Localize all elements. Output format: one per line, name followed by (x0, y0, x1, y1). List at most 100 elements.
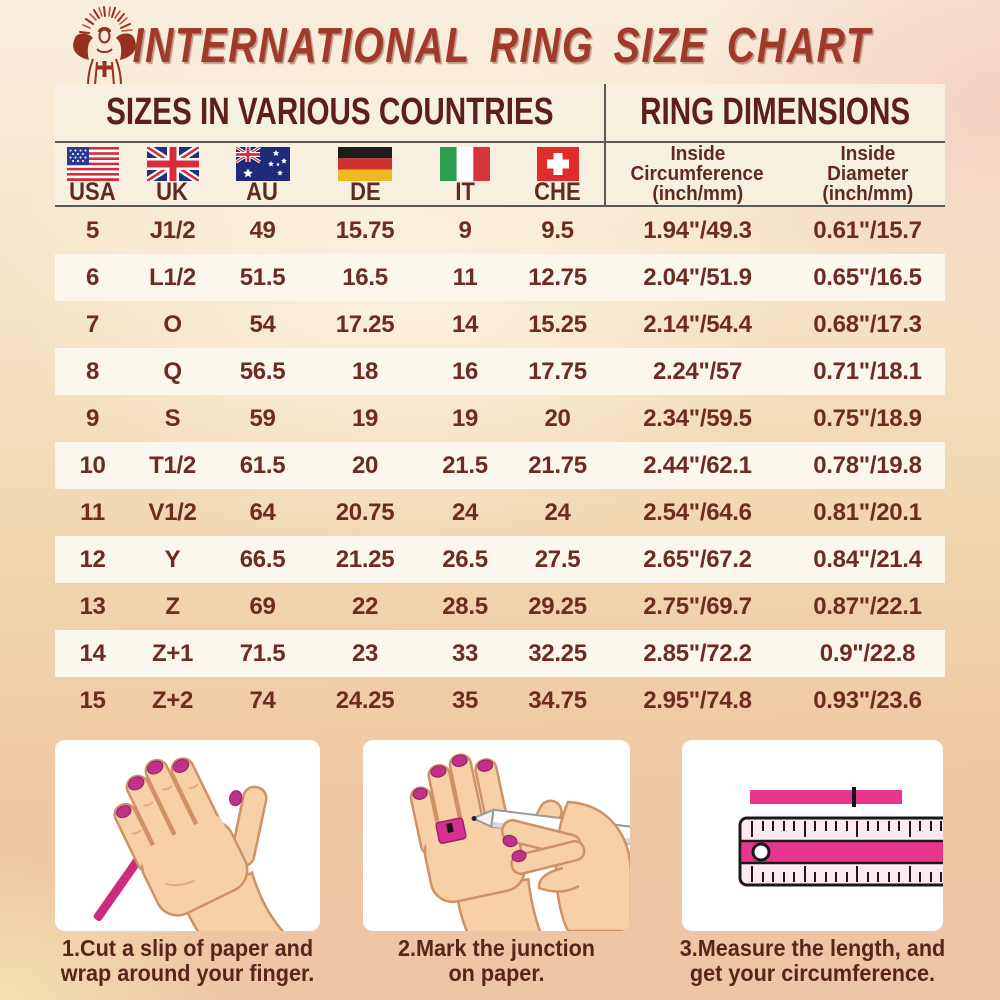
ring-size-table: SIZES IN VARIOUS COUNTRIES RING DIMENSIO… (55, 84, 945, 724)
column-header-uk: UK (130, 143, 215, 205)
hands-marking-with-pen-illustration (409, 753, 630, 931)
table-cell: 19 (451, 404, 479, 432)
table-cell: 24 (544, 498, 571, 526)
table-row: 8 Q 56.5 18 16 17.75 2.24"/57 0.71"/18.1 (55, 348, 945, 395)
table-cell: 0.65"/16.5 (813, 263, 922, 291)
table-row: 5 J1/2 49 15.75 9 9.5 1.94"/49.3 0.61"/15.7 (55, 207, 945, 254)
table-cell: 17.25 (335, 310, 395, 338)
table-cell: 0.87"/22.1 (813, 592, 922, 620)
table-cell: 11 (80, 498, 105, 526)
uk-flag-icon (146, 147, 199, 181)
table-cell: 27.5 (534, 545, 581, 573)
table-cell: 13 (79, 592, 106, 620)
table-row: 10 T1/2 61.5 20 21.5 21.75 2.44"/62.1 0.78"/19.… (55, 442, 945, 489)
table-cell: 54 (249, 310, 276, 338)
table-cell: 21.75 (528, 451, 587, 479)
column-header-circumference: Inside Circumference (inch/mm) (630, 143, 765, 205)
horizontal-divider (55, 205, 945, 207)
table-cell: 14 (451, 310, 479, 338)
table-cell: 6 (85, 263, 100, 291)
table-cell: 0.71"/18.1 (813, 357, 922, 385)
table-row: 11 V1/2 64 20.75 24 24 2.54"/64.6 0.81"/20.1 (55, 489, 945, 536)
table-cell: 7 (85, 310, 100, 338)
table-cell: 2.65"/67.2 (643, 545, 752, 573)
table-cell: 9.5 (541, 216, 574, 244)
table-cell: 22 (351, 592, 379, 620)
table-cell: 74 (249, 686, 276, 714)
instruction-caption-1: 1.Cut a slip of paper and wrap around yo… (60, 935, 315, 986)
table-cell: 2.44"/62.1 (643, 451, 752, 479)
table-cell: 0.93"/23.6 (813, 686, 922, 714)
instruction-caption-3: 3.Measure the length, and get your circu… (679, 935, 946, 986)
table-cell: 0.61"/15.7 (813, 216, 922, 244)
table-cell: 9 (85, 404, 100, 432)
table-cell: 21.5 (442, 451, 488, 479)
table-cell: 2.04"/51.9 (643, 263, 752, 291)
table-cell: 66.5 (239, 545, 286, 573)
italy-flag-icon (440, 147, 490, 181)
table-cell: J1/2 (149, 216, 196, 244)
jesus-rays-logo-icon (73, 6, 136, 86)
table-cell: 34.75 (528, 686, 587, 714)
section-header-row: SIZES IN VARIOUS COUNTRIES RING DIMENSIO… (55, 84, 945, 141)
table-cell: Q (163, 357, 182, 385)
table-cell: 12 (79, 545, 106, 573)
table-cell: 51.5 (239, 263, 286, 291)
column-header-diameter: Inside Diameter (inch/mm) (822, 143, 913, 205)
table-cell: 16 (451, 357, 479, 385)
table-cell: 15.25 (528, 310, 587, 338)
table-cell: 15.75 (335, 216, 395, 244)
table-cell: 0.68"/17.3 (813, 310, 922, 338)
table-cell: 2.85"/72.2 (643, 639, 752, 667)
table-body: 5 J1/2 49 15.75 9 9.5 1.94"/49.3 0.61"/15.7 6 L1/… (55, 207, 945, 724)
table-cell: 59 (249, 404, 276, 432)
hand-with-paper-strip-illustration (93, 757, 288, 931)
table-row: 14 Z+1 71.5 23 33 32.25 2.85"/72.2 0.9"/22.8 (55, 630, 945, 677)
table-cell: 2.14"/54.4 (643, 310, 752, 338)
horizontal-divider (55, 141, 945, 143)
table-cell: O (163, 310, 182, 338)
instruction-panel-2 (363, 740, 630, 931)
table-row: 6 L1/2 51.5 16.5 11 12.75 2.04"/51.9 0.65"/16.5 (55, 254, 945, 301)
table-cell: 17.75 (528, 357, 587, 385)
table-cell: 20.75 (335, 498, 395, 526)
table-cell: 5 (85, 216, 100, 244)
table-cell: T1/2 (149, 451, 196, 479)
table-cell: 0.84"/21.4 (813, 545, 922, 573)
column-header-row: USA UK (55, 143, 945, 205)
instruction-panel-1 (55, 740, 320, 931)
page-title: INTERNATIONAL RING SIZE CHART (132, 19, 872, 73)
table-cell: 11 (452, 263, 478, 291)
instruction-panel-3 (682, 740, 943, 931)
table-cell: 61.5 (239, 451, 286, 479)
table-cell: 19 (351, 404, 379, 432)
table-cell: 35 (451, 686, 479, 714)
switzerland-flag-icon (536, 147, 579, 181)
table-cell: 10 (79, 451, 106, 479)
column-header-au: AU (215, 143, 310, 205)
table-row: 13 Z 69 22 28.5 29.25 2.75"/69.7 0.87"/22.1 (55, 583, 945, 630)
column-header-it: IT (420, 143, 510, 205)
table-cell: 0.75"/18.9 (813, 404, 922, 432)
table-cell: 2.75"/69.7 (643, 592, 752, 620)
table-cell: 33 (451, 639, 479, 667)
table-cell: 26.5 (442, 545, 488, 573)
section-header-dimensions: RING DIMENSIONS (639, 91, 911, 133)
instruction-caption-2: 2.Mark the junction on paper. (397, 935, 596, 986)
table-cell: 69 (249, 592, 276, 620)
table-cell: 15 (79, 686, 106, 714)
table-cell: 1.94"/49.3 (643, 216, 752, 244)
table-cell: 49 (249, 216, 276, 244)
table-cell: V1/2 (148, 498, 197, 526)
vertical-divider (604, 84, 606, 207)
column-header-de: DE (310, 143, 420, 205)
table-cell: 24 (451, 498, 479, 526)
table-cell: 28.5 (442, 592, 488, 620)
table-row: 7 O 54 17.25 14 15.25 2.14"/54.4 0.68"/17.3 (55, 301, 945, 348)
usa-flag-icon (66, 147, 119, 181)
table-cell: Y (164, 545, 181, 573)
table-cell: 12.75 (528, 263, 587, 291)
table-cell: 0.78"/19.8 (813, 451, 922, 479)
table-cell: Z+2 (151, 686, 194, 714)
